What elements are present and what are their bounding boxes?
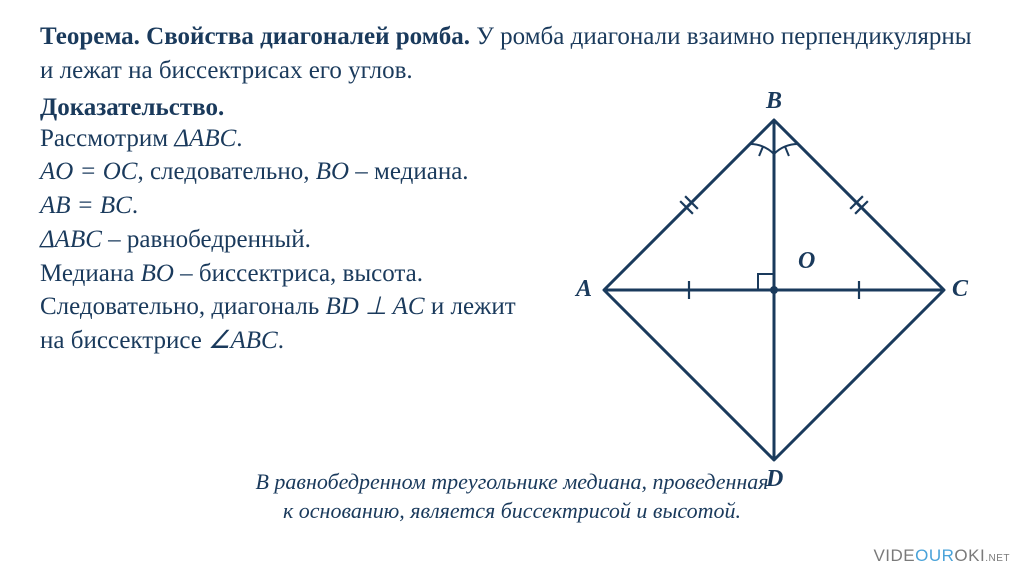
rhombus-svg: [564, 80, 984, 480]
proof-line-2: AO = OC, следовательно, BO – медиана.: [40, 155, 585, 189]
proof-line-4: ΔABC – равнобедренный.: [40, 223, 585, 257]
vertex-label-O: O: [798, 248, 815, 275]
vertex-label-C: C: [952, 276, 968, 303]
watermark: VIDEOUROKI.NET: [873, 546, 1010, 566]
footer-note: В равнобедренном треугольнике медиана, п…: [0, 467, 1024, 526]
theorem-statement: Теорема. Свойства диагоналей ромба. У ро…: [40, 20, 984, 88]
proof-line-1: Рассмотрим ΔABC.: [40, 122, 585, 156]
vertex-label-B: B: [766, 88, 782, 115]
proof-line-5: Медиана BO – биссектриса, высота.: [40, 257, 585, 291]
vertex-label-A: A: [576, 276, 592, 303]
theorem-prefix: Теорема. Свойства диагоналей ромба.: [40, 23, 470, 50]
proof-heading: Доказательство.: [40, 94, 585, 122]
proof-line-7: на биссектрисе ∠ABC.: [40, 324, 585, 358]
rhombus-figure: A B C D O: [564, 80, 984, 480]
proof-line-3: AB = BC.: [40, 189, 585, 223]
proof-line-6: Следовательно, диагональ BD ⊥ AC и лежит: [40, 290, 585, 324]
